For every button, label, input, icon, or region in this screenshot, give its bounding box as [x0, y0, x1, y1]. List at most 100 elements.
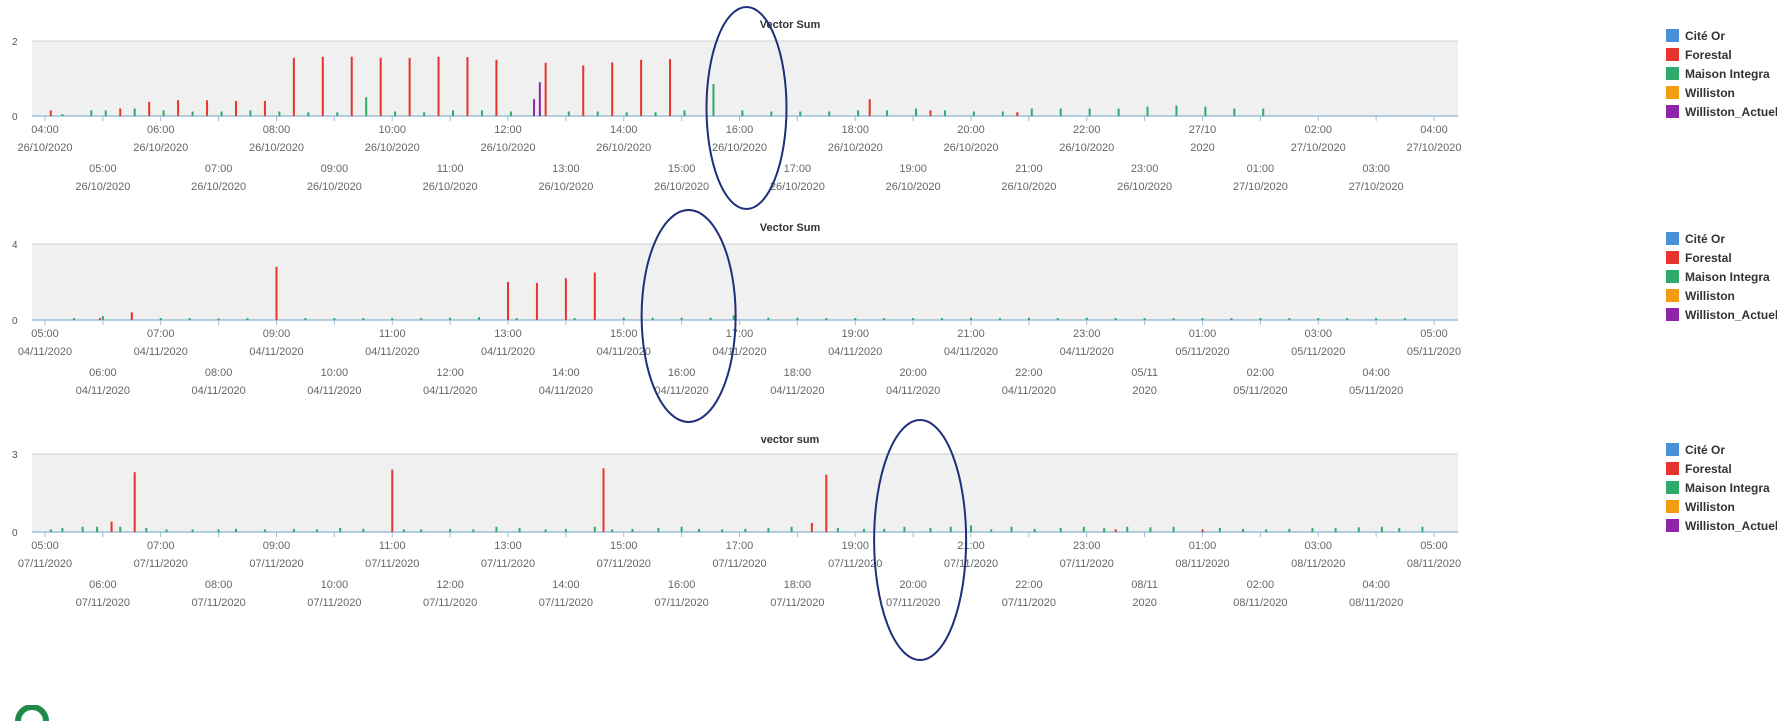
bar [1030, 108, 1033, 116]
highlight-ellipse [640, 209, 737, 423]
x-tick-time: 18:00 [784, 367, 812, 379]
x-tick-time: 06:00 [147, 124, 175, 136]
bar [449, 317, 452, 320]
x-tick-time: 07:00 [147, 328, 175, 340]
bar [1114, 529, 1117, 532]
bar [145, 528, 148, 532]
legend-item[interactable]: Maison Integra [1666, 267, 1777, 286]
x-tick-time: 04:00 [1362, 579, 1390, 591]
bar [275, 266, 278, 320]
x-tick-date: 27/10/2020 [1349, 181, 1404, 193]
x-tick-date: 26/10/2020 [480, 142, 535, 154]
bar [721, 529, 724, 532]
bar [507, 282, 509, 320]
x-tick-date: 26/10/2020 [365, 142, 420, 154]
bar [391, 469, 394, 532]
legend-item[interactable]: Williston [1666, 83, 1777, 102]
chart-2: Vector Sum 0 4 05:00 04/11/2020 06:00 04/11/20… [12, 209, 1461, 423]
bar [1259, 318, 1262, 320]
x-tick-time: 03:00 [1304, 328, 1332, 340]
bar [544, 529, 547, 532]
bar [472, 529, 475, 532]
x-tick-time: 17:00 [726, 540, 754, 552]
bar [1421, 526, 1424, 532]
x-tick-date: 04/11/2020 [18, 346, 72, 358]
bar [339, 528, 342, 532]
x-tick-date: 07/11/2020 [1060, 558, 1114, 570]
legend-item[interactable]: Forestal [1666, 459, 1777, 478]
x-tick-date: 07/11/2020 [597, 558, 651, 570]
legend-item[interactable]: Maison Integra [1666, 478, 1777, 497]
bar [1346, 318, 1349, 320]
legend-swatch [1666, 86, 1679, 99]
x-tick-time: 01:00 [1247, 163, 1275, 175]
x-tick-time: 21:00 [957, 328, 985, 340]
x-tick-date: 2020 [1132, 385, 1156, 397]
x-tick-date: 04/11/2020 [365, 346, 419, 358]
bar [1033, 528, 1036, 532]
legend-swatch [1666, 105, 1679, 118]
legend-label: Williston_Actuel [1685, 104, 1777, 119]
legend-item[interactable]: Cité Or [1666, 229, 1777, 248]
x-tick-time: 05:00 [1420, 540, 1448, 552]
legend-item[interactable]: Williston_Actuel [1666, 516, 1777, 535]
bar [1114, 318, 1117, 320]
bar [929, 528, 932, 532]
bar [420, 529, 423, 532]
legend-label: Forestal [1685, 47, 1732, 62]
chart-title: vector sum [761, 434, 820, 446]
x-tick-date: 26/10/2020 [770, 181, 825, 193]
legend-label: Forestal [1685, 461, 1732, 476]
bar [61, 528, 64, 532]
bar [741, 110, 744, 116]
plot-area [32, 244, 1458, 320]
plot-area [32, 41, 1458, 116]
bar [333, 318, 336, 320]
x-tick-date: 26/10/2020 [538, 181, 593, 193]
bar [133, 108, 136, 116]
bar [495, 59, 498, 116]
legend-label: Williston [1685, 85, 1735, 100]
bar [1242, 528, 1245, 532]
x-tick-time: 14:00 [552, 367, 580, 379]
bar [96, 526, 99, 532]
bar [883, 318, 886, 320]
x-tick-date: 26/10/2020 [133, 142, 188, 154]
x-tick-date: 07/11/2020 [712, 558, 766, 570]
legend-label: Williston_Actuel [1685, 307, 1777, 322]
legend-item[interactable]: Cité Or [1666, 26, 1777, 45]
legend-item[interactable]: Forestal [1666, 45, 1777, 64]
bar [1010, 526, 1013, 532]
bar [420, 318, 423, 320]
bar [1201, 529, 1204, 532]
chart-panel-3: vector sum 0 3 05:00 07/11/2020 06:00 07/11/20… [0, 419, 1777, 705]
x-tick-date: 2020 [1190, 142, 1214, 154]
legend-item[interactable]: Williston [1666, 497, 1777, 516]
bar [790, 526, 793, 532]
bar [535, 282, 538, 320]
x-tick-date: 26/10/2020 [886, 181, 941, 193]
x-tick-date: 05/11/2020 [1407, 346, 1461, 358]
bar [98, 318, 101, 320]
bar [1126, 526, 1129, 532]
legend-item[interactable]: Williston_Actuel [1666, 102, 1777, 121]
bar [596, 111, 599, 116]
x-tick-date: 08/11/2020 [1407, 558, 1461, 570]
legend-item[interactable]: Williston_Actuel [1666, 305, 1777, 324]
bar [495, 526, 498, 532]
legend-item[interactable]: Cité Or [1666, 440, 1777, 459]
y-tick-label: 2 [12, 37, 18, 48]
bar [188, 318, 191, 320]
legend-item[interactable]: Maison Integra [1666, 64, 1777, 83]
legend-item[interactable]: Forestal [1666, 248, 1777, 267]
bar [767, 528, 770, 532]
x-tick-date: 04/11/2020 [655, 385, 709, 397]
x-tick-time: 20:00 [899, 579, 927, 591]
legend-item[interactable]: Williston [1666, 286, 1777, 305]
x-tick-date: 07/11/2020 [249, 558, 303, 570]
x-tick-time: 07:00 [205, 163, 233, 175]
x-tick-time: 19:00 [841, 328, 869, 340]
x-tick-date: 05/11/2020 [1291, 346, 1345, 358]
bar [1001, 111, 1004, 116]
legend-label: Williston [1685, 499, 1735, 514]
